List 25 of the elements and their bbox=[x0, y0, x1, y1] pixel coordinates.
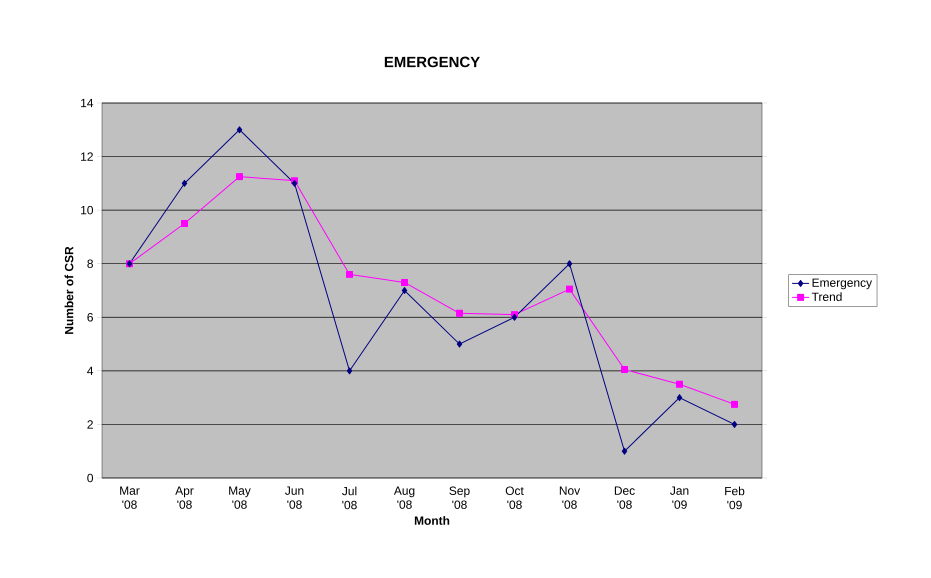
legend-label: Emergency bbox=[812, 278, 872, 290]
y-axis-title: Number of CSR bbox=[64, 246, 74, 334]
x-tick-label: Feb '09 bbox=[725, 486, 744, 510]
x-tick-label: Jul '08 bbox=[342, 486, 357, 510]
x-tick-label: Mar '08 bbox=[120, 486, 140, 509]
x-tick-label: Jan '09 bbox=[670, 486, 688, 509]
legend-label: Trend bbox=[812, 292, 842, 302]
y-tick-label: 8 bbox=[87, 259, 93, 268]
x-tick-label: Oct '08 bbox=[506, 486, 524, 509]
x-tick-label: Aug '08 bbox=[394, 486, 414, 509]
x-tick-label: Nov '08 bbox=[560, 486, 580, 509]
y-tick-label: 6 bbox=[87, 313, 93, 322]
y-tick-label: 12 bbox=[81, 152, 93, 161]
y-tick-label: 0 bbox=[87, 474, 94, 482]
x-tick-label: May '08 bbox=[229, 486, 251, 509]
chart-title: EMERGENCY bbox=[384, 56, 480, 68]
x-axis-title: Month bbox=[414, 516, 450, 525]
x-tick-label: Sep '08 bbox=[449, 486, 470, 509]
y-tick-label: 14 bbox=[81, 98, 94, 108]
y-tick-label: 10 bbox=[81, 206, 94, 214]
x-tick-label: Apr '08 bbox=[175, 486, 194, 509]
y-tick-label: 4 bbox=[87, 366, 94, 375]
x-tick-label: Jun '08 bbox=[285, 486, 304, 509]
y-tick-label: 2 bbox=[87, 420, 93, 429]
x-tick-label: Dec '08 bbox=[614, 486, 635, 509]
